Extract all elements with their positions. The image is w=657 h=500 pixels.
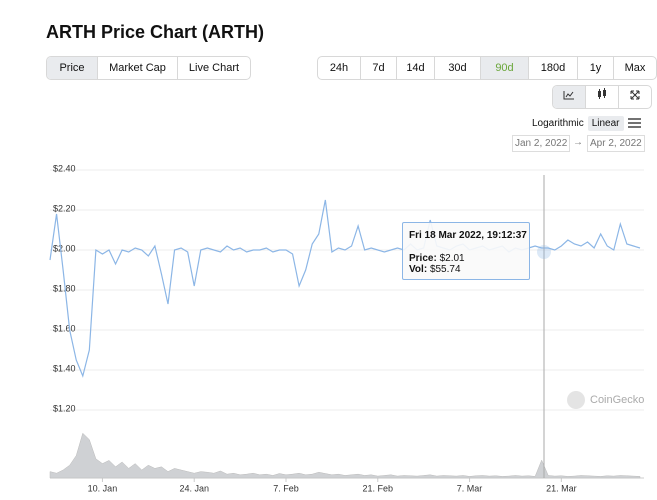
tooltip-vol-label: Vol: [409, 264, 428, 275]
y-tick-label: $2.40 [53, 163, 76, 173]
tab[interactable]: Market Cap [97, 57, 177, 79]
scale-option[interactable]: Logarithmic [532, 118, 584, 129]
tooltip-price-label: Price: [409, 253, 437, 264]
y-tick-label: $2.00 [53, 243, 76, 253]
price-line [49, 199, 641, 378]
tab[interactable]: Live Chart [177, 57, 250, 79]
date-to[interactable]: Apr 2, 2022 [587, 135, 645, 152]
range-button[interactable]: 7d [360, 57, 396, 79]
page-title: ARTH Price Chart (ARTH) [46, 22, 265, 42]
date-arrow: → [573, 137, 583, 148]
range-button[interactable]: 180d [528, 57, 577, 79]
expand-icon[interactable] [618, 86, 651, 108]
y-tick-label: $2.20 [53, 203, 76, 213]
range-group: 24h 7d 14d 30d 90d 180d 1y Max [317, 56, 657, 80]
watermark-text: CoinGecko [590, 394, 644, 406]
chart-type-group [552, 85, 652, 109]
range-button[interactable]: 1y [577, 57, 613, 79]
line-icon[interactable] [553, 86, 585, 108]
range-button[interactable]: Max [613, 57, 656, 79]
y-tick-label: $1.40 [53, 363, 76, 373]
hover-halo [537, 245, 551, 259]
y-tick-label: $1.80 [53, 283, 76, 293]
tooltip-title: Fri 18 Mar 2022, 19:12:37 [409, 230, 527, 241]
tooltip-vol: $55.74 [429, 264, 461, 275]
tooltip: Fri 18 Mar 2022, 19:12:37 Price: $2.01 V… [402, 222, 530, 280]
x-tick-label: 21. Mar [546, 483, 577, 493]
x-tick-label: 7. Mar [457, 483, 483, 493]
date-from[interactable]: Jan 2, 2022 [512, 135, 571, 152]
y-tick-label: $1.20 [53, 403, 76, 413]
x-tick-label: 10. Jan [88, 483, 118, 493]
tab[interactable]: Price [47, 57, 97, 79]
tooltip-price: $2.01 [439, 253, 465, 264]
range-button[interactable]: 24h [329, 62, 349, 74]
x-tick-label: 21. Feb [363, 483, 394, 493]
x-tick-label: 7. Feb [273, 483, 299, 493]
y-tick-label: $1.60 [53, 323, 76, 333]
candle-icon[interactable] [585, 86, 618, 108]
scale-group: Logarithmic Linear [528, 116, 624, 131]
watermark: CoinGecko [567, 391, 644, 409]
x-tick-label: 24. Jan [179, 483, 209, 493]
range-button[interactable]: 30d [434, 57, 480, 79]
scale-option[interactable]: Linear [587, 116, 624, 131]
menu-icon[interactable] [628, 118, 642, 128]
volume-area [49, 432, 641, 479]
tab-group: Price Market Cap Live Chart [46, 56, 251, 80]
plot: $1.20 $1.40 $1.60 $1.80 $2.00 $2.20 $2.40 10. J… [49, 163, 644, 493]
range-button[interactable]: 90d [480, 57, 528, 79]
range-button[interactable]: 14d [396, 57, 434, 79]
